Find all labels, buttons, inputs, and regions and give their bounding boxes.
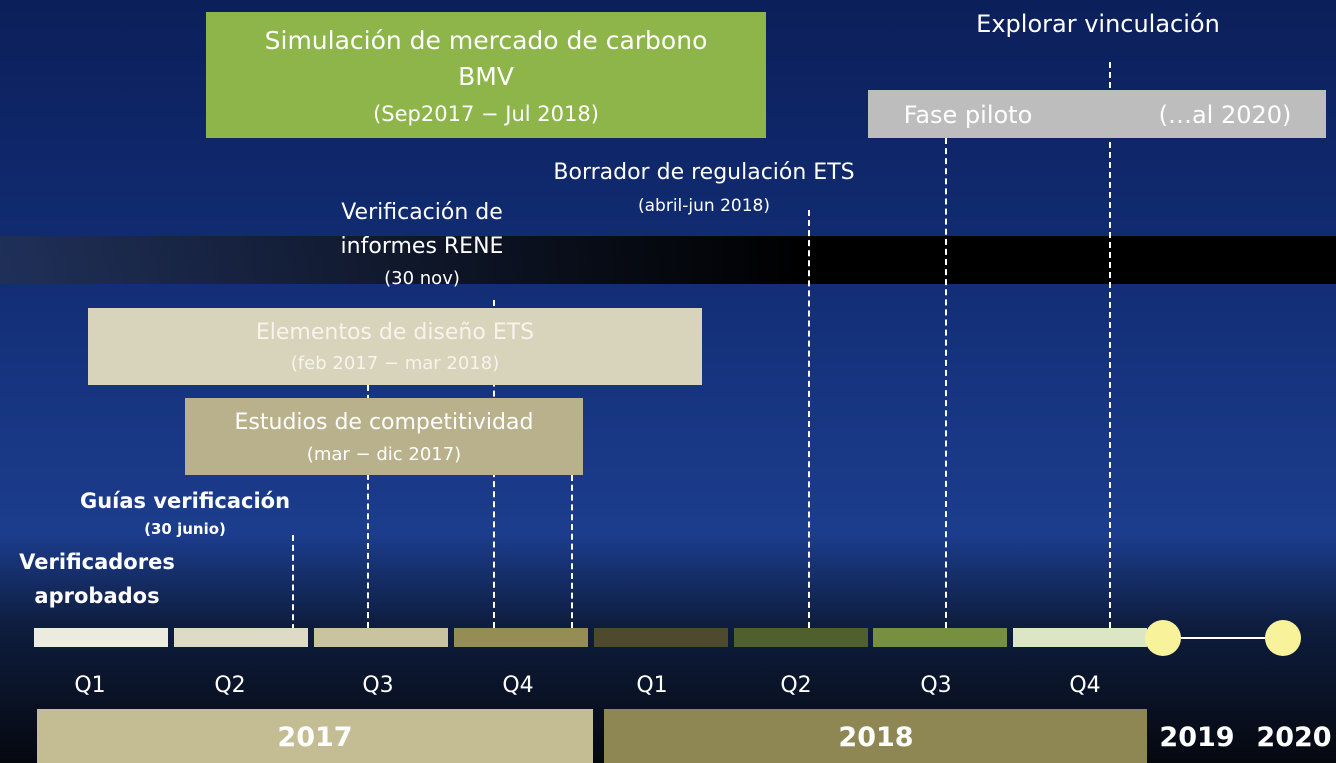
dashed-line [292,535,294,640]
quarter-label: Q3 [362,673,393,698]
quarter-label: Q2 [780,673,811,698]
quarter-label: Q1 [74,673,105,698]
quarter-bar [594,628,728,647]
milestone-dot [1265,620,1301,656]
quarter-bar [454,628,588,647]
dark-band [0,236,1336,284]
box-text: (mar − dic 2017) [307,444,461,465]
year-label: 2017 [277,722,352,753]
milestone-dot [1145,620,1181,656]
timeline-slide: Simulación de mercado de carbono BMV (Se… [0,0,1336,763]
annotation: Explorar vinculación [976,10,1220,38]
year-label: 2019 [1159,722,1234,753]
annotation: (30 nov) [384,268,460,289]
annotation: Verificadores [19,550,175,574]
quarter-bar [174,628,308,647]
annotation: (30 junio) [144,520,226,538]
quarter-bar [314,628,448,647]
quarter-label: Q4 [502,673,533,698]
box-text: (feb 2017 − mar 2018) [291,353,499,374]
box-text: Estudios de competitividad [235,410,534,435]
quarter-bar [873,628,1007,647]
box-text: Fase piloto [904,101,1033,129]
annotation: Guías verificación [80,489,290,513]
annotation: Verificación de [341,200,503,225]
box-text: (Sep2017 − Jul 2018) [373,102,599,126]
annotation: informes RENE [341,234,504,259]
box-text: Elementos de diseño ETS [256,320,534,345]
annotation: Borrador de regulación ETS [553,160,854,185]
year-label: 2018 [838,722,913,753]
dashed-line [1109,62,1111,628]
dashed-line [808,210,810,628]
quarter-bar [734,628,868,647]
year-label: 2020 [1256,722,1331,753]
box-text: BMV [458,62,514,91]
box-text: (…al 2020) [1159,101,1292,129]
quarter-label: Q2 [214,673,245,698]
quarter-bar [34,628,168,647]
dashed-line [945,138,947,628]
dashed-line [571,475,573,628]
box-text: Simulación de mercado de carbono [265,26,708,55]
quarter-label: Q3 [920,673,951,698]
quarter-label: Q4 [1069,673,1100,698]
annotation: (abril-jun 2018) [638,196,770,216]
quarter-bar [1013,628,1147,647]
quarter-label: Q1 [636,673,667,698]
annotation: aprobados [34,584,159,608]
